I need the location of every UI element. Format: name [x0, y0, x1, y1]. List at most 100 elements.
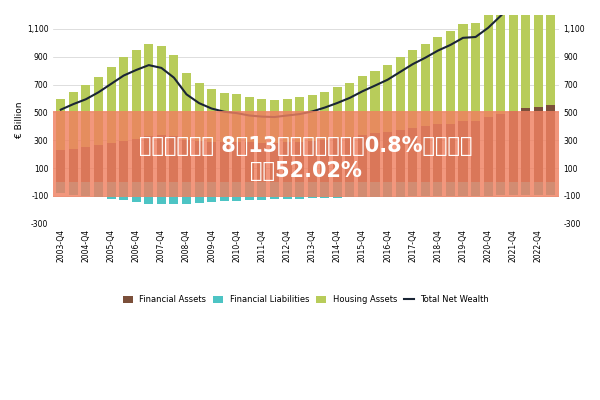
Bar [270, 100, 279, 143]
Bar [521, 0, 530, 108]
Bar [408, 50, 417, 128]
Bar [471, 182, 480, 196]
Bar [484, 182, 493, 196]
Bar [295, 182, 304, 199]
Bar [169, 136, 178, 182]
Bar [521, 182, 530, 195]
Bar [131, 182, 141, 202]
Bar [346, 82, 355, 137]
Bar [358, 76, 367, 135]
Bar [207, 182, 216, 202]
Bar [308, 95, 317, 141]
Bar [547, 0, 556, 106]
Bar [220, 142, 229, 182]
Bar [182, 73, 191, 140]
Bar [534, 107, 543, 182]
Bar [157, 182, 166, 204]
Bar [484, 14, 493, 117]
Bar [421, 182, 430, 196]
Bar [169, 182, 178, 204]
Bar [232, 142, 241, 182]
Bar [496, 182, 505, 196]
Bar [107, 67, 116, 143]
Bar [169, 55, 178, 136]
Bar [94, 182, 103, 197]
Bar [446, 124, 455, 182]
Bar [69, 92, 78, 149]
Bar [383, 182, 392, 197]
Bar [370, 71, 380, 133]
Bar [421, 44, 430, 126]
Bar [408, 182, 417, 196]
Bar [182, 140, 191, 182]
Bar [346, 182, 355, 197]
Bar [308, 182, 317, 198]
Bar [56, 150, 65, 182]
Bar [82, 147, 91, 182]
Bar [232, 182, 241, 201]
Bar [458, 24, 467, 122]
Bar [395, 182, 404, 196]
Bar [295, 142, 304, 182]
Bar [358, 135, 367, 182]
Bar [157, 46, 166, 135]
Bar [433, 36, 442, 124]
Bar [56, 98, 65, 150]
Bar [69, 149, 78, 182]
Bar [257, 143, 266, 182]
Text: 股票杠杆交易 8月13日微芯转债下跌0.8%，转股溢: 股票杠杆交易 8月13日微芯转债下跌0.8%，转股溢 [139, 136, 473, 156]
Y-axis label: € Billion: € Billion [15, 101, 24, 138]
Bar [107, 143, 116, 182]
Bar [82, 182, 91, 196]
Bar [358, 182, 367, 197]
Bar [53, 111, 559, 197]
Bar [119, 182, 128, 200]
Bar [433, 182, 442, 196]
Bar [182, 182, 191, 204]
Bar [131, 139, 141, 182]
Bar [395, 130, 404, 182]
Bar [283, 182, 292, 199]
Bar [232, 94, 241, 142]
Bar [370, 182, 380, 197]
Bar [484, 117, 493, 182]
Bar [69, 182, 78, 194]
Bar [509, 0, 518, 111]
Bar [119, 141, 128, 182]
Bar [144, 182, 154, 204]
Bar [320, 92, 329, 140]
Bar [207, 142, 216, 182]
Bar [534, 0, 543, 107]
Bar [446, 182, 455, 196]
Bar [308, 141, 317, 182]
Bar [370, 133, 380, 182]
Bar [421, 126, 430, 182]
Bar [383, 132, 392, 182]
Bar [458, 122, 467, 182]
Bar [521, 108, 530, 182]
Bar [144, 44, 154, 136]
Bar [496, 114, 505, 182]
Bar [270, 143, 279, 182]
Bar [446, 31, 455, 124]
Bar [320, 140, 329, 182]
Bar [496, 2, 505, 114]
Bar [194, 141, 203, 182]
Bar [245, 97, 254, 142]
Bar [509, 111, 518, 182]
Bar [207, 89, 216, 142]
Bar [94, 77, 103, 145]
Bar [283, 142, 292, 182]
Bar [547, 106, 556, 182]
Bar [56, 182, 65, 193]
Bar [107, 182, 116, 199]
Bar [131, 50, 141, 139]
Text: 价率52.02%: 价率52.02% [250, 161, 362, 181]
Bar [333, 138, 342, 182]
Bar [395, 58, 404, 130]
Bar [283, 98, 292, 142]
Bar [408, 128, 417, 182]
Bar [333, 182, 342, 198]
Bar [157, 135, 166, 182]
Bar [471, 121, 480, 182]
